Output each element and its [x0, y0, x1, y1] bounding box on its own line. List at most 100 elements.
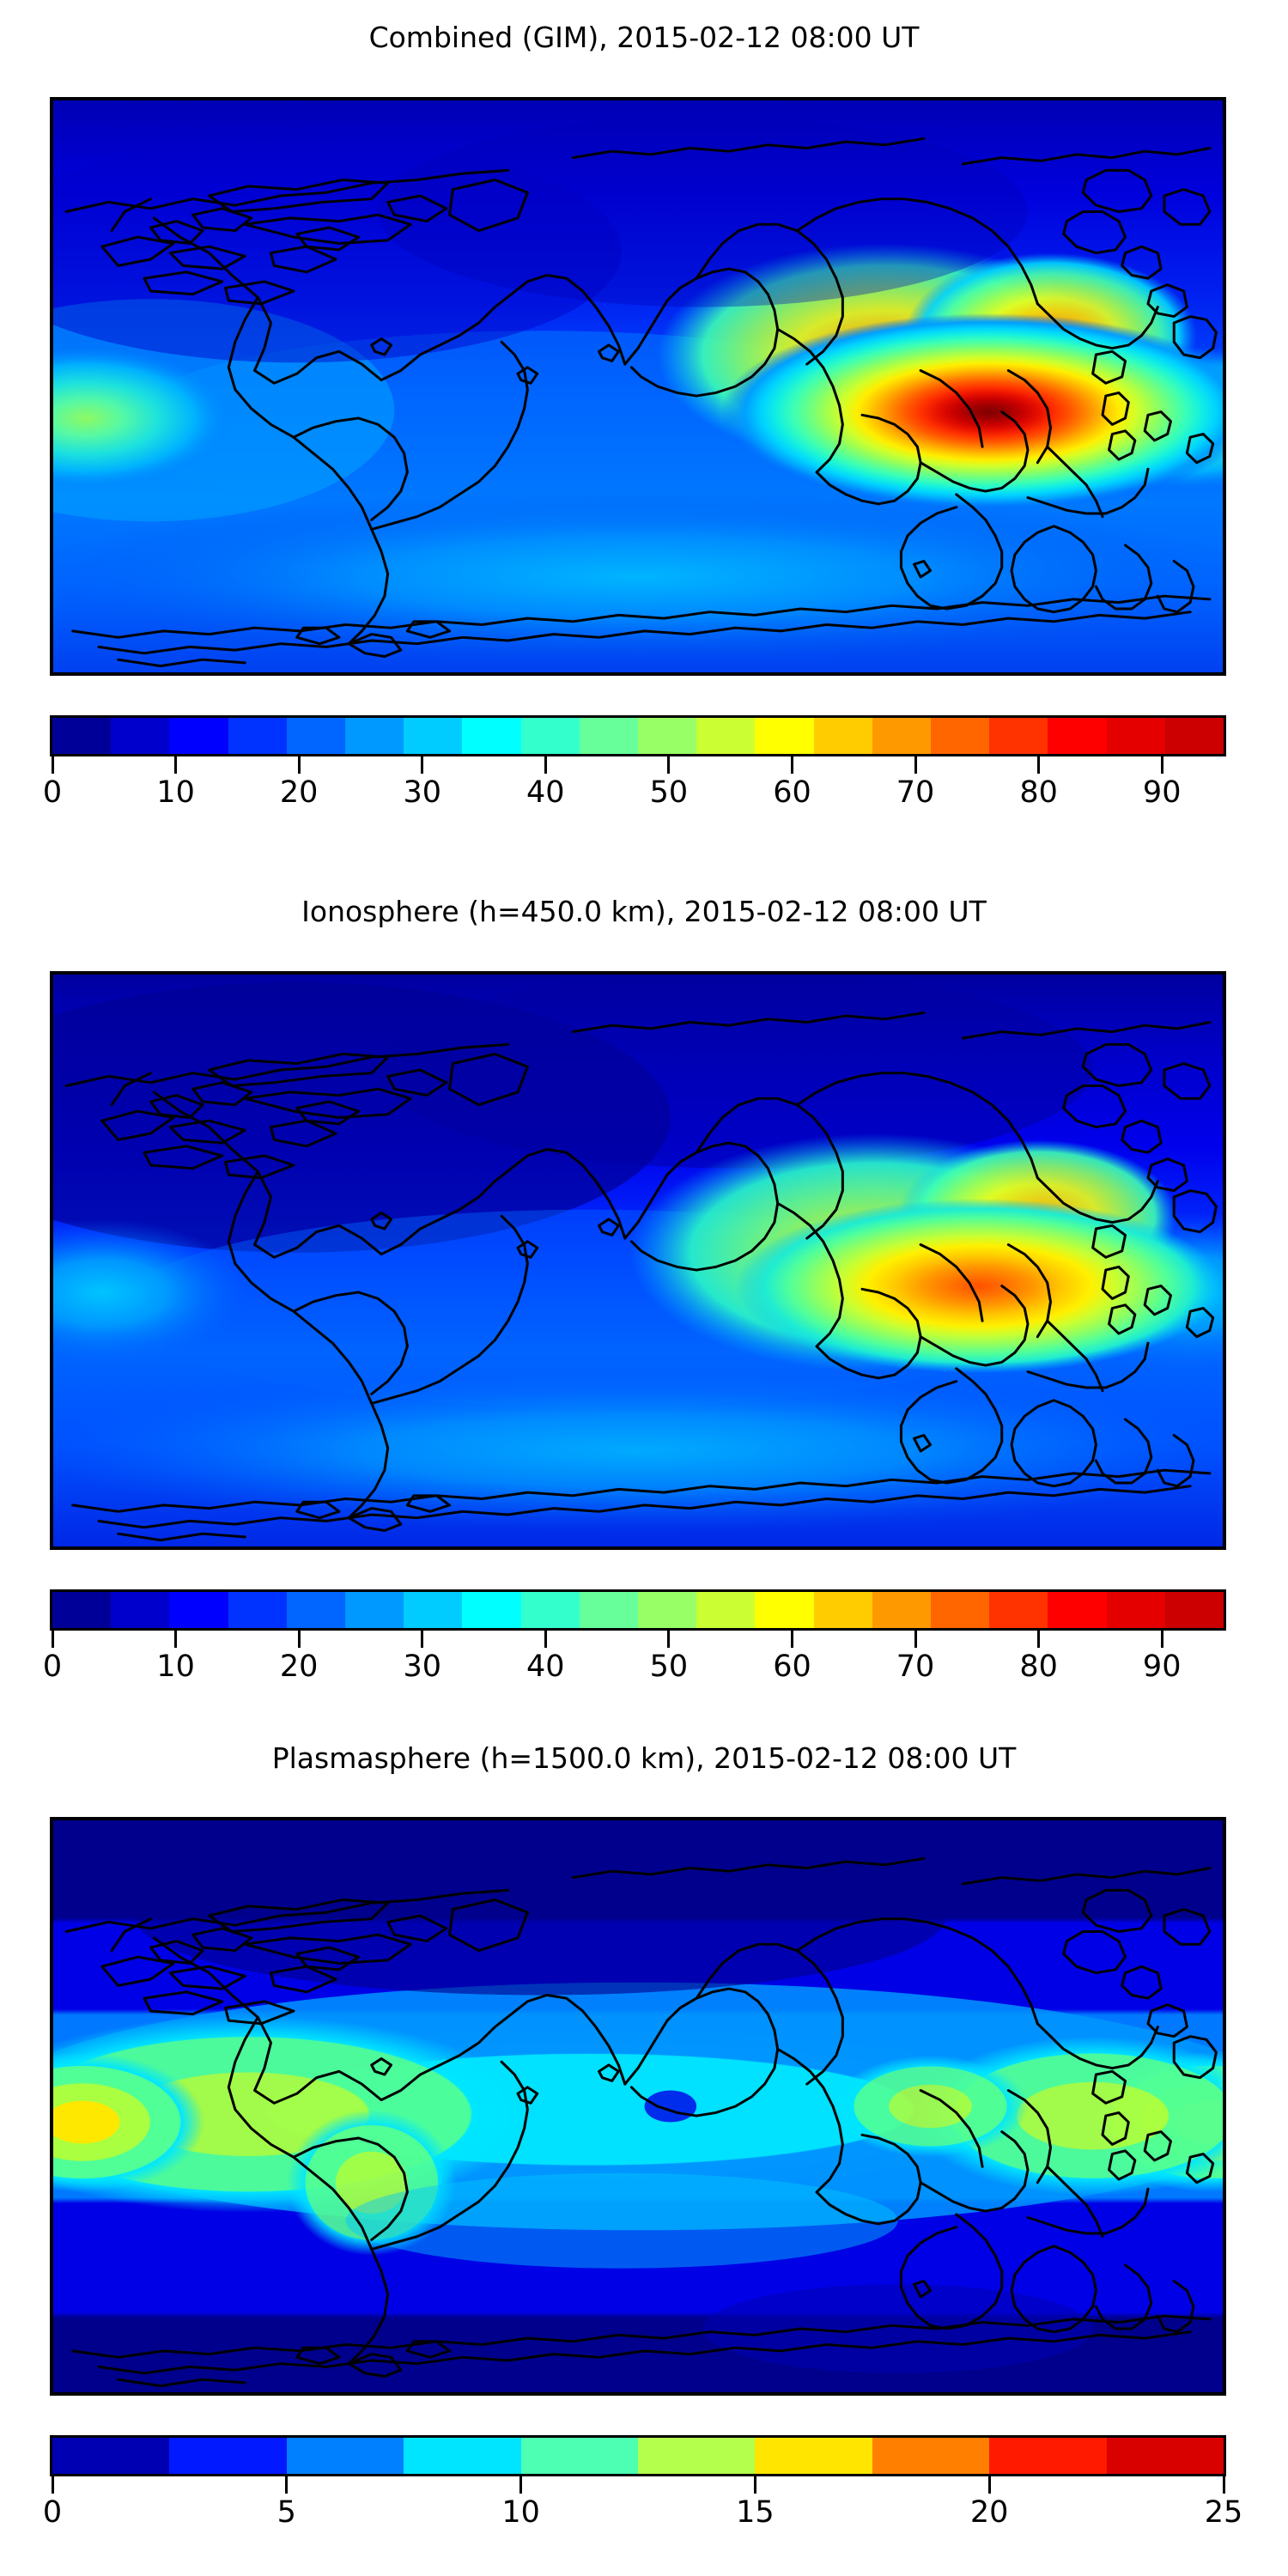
colorbar-tick-label: 90: [1142, 1649, 1182, 1684]
colorbar-tick: [667, 1631, 671, 1648]
colorbar-tick: [297, 756, 301, 774]
colorbar-tick-label: 30: [403, 1649, 442, 1684]
colorbar-tick-label: 20: [969, 2495, 1009, 2530]
colorbar-band: [111, 718, 170, 754]
colorbar-band: [755, 1592, 814, 1628]
colorbar-plasmasphere: 0 5 10 15 20 25: [43, 2435, 1242, 2535]
colorbar-tick: [1160, 1631, 1163, 1648]
colorbar-band: [579, 1592, 639, 1628]
map-canvas-combined: [53, 100, 1223, 672]
colorbar-gradient-combined: [50, 715, 1226, 756]
colorbar-band: [520, 718, 580, 754]
colorbar-band: [696, 1592, 756, 1628]
colorbar-tick: [790, 1631, 793, 1648]
colorbar-band: [1164, 718, 1224, 754]
colorbar-band: [989, 1592, 1048, 1628]
colorbar-band: [1048, 718, 1107, 754]
colorbar-tick-label: 25: [1204, 2495, 1243, 2530]
colorbar-tick-label: 30: [403, 775, 442, 810]
colorbar-tick-label: 20: [279, 1649, 319, 1684]
colorbar-band: [1164, 1592, 1224, 1628]
colorbar-tick: [667, 756, 671, 774]
colorbar-band: [931, 718, 990, 754]
colorbar-band: [169, 2438, 287, 2474]
colorbar-band: [52, 2438, 170, 2474]
panel-combined: Combined (GIM), 2015-02-12 08:00 UT: [0, 0, 1288, 841]
colorbar-band: [52, 718, 112, 754]
colorbar-labels-ionosphere: 0 10 20 30 40 50 60 70 80 90: [43, 1649, 1226, 1689]
colorbar-band: [872, 1592, 932, 1628]
colorbar-tick: [914, 756, 917, 774]
colorbar-ticks-plasmasphere: [50, 2476, 1226, 2495]
coastlines-plasmasphere: [64, 1856, 1218, 2388]
coastlines-ionosphere: [64, 1011, 1218, 1542]
colorbar-labels-combined: 0 10 20 30 40 50 60 70 80 90: [43, 775, 1226, 815]
colorbar-band: [696, 718, 756, 754]
colorbar-band: [638, 2438, 756, 2474]
colorbar-band: [286, 1592, 346, 1628]
colorbar-tick: [51, 1631, 54, 1648]
colorbar-tick: [1222, 2476, 1225, 2494]
colorbar-band: [872, 2438, 990, 2474]
colorbar-band: [872, 718, 932, 754]
colorbar-tick: [987, 2476, 991, 2494]
colorbar-tick-label: 50: [649, 775, 689, 810]
colorbar-tick: [174, 1631, 178, 1648]
colorbar-tick-label: 0: [42, 2495, 63, 2530]
map-canvas-plasmasphere: [53, 1820, 1223, 2392]
colorbar-tick-label: 80: [1019, 1649, 1058, 1684]
colorbar-tick: [519, 2476, 523, 2494]
colorbar-tick-label: 70: [896, 775, 935, 810]
colorbar-tick: [421, 756, 424, 774]
colorbar-combined: 0 10 20 30 40 50 60 70 80 90: [43, 715, 1226, 815]
colorbar-band: [52, 1592, 112, 1628]
map-plasmasphere: [50, 1817, 1226, 2396]
colorbar-tick-label: 60: [773, 1649, 811, 1684]
colorbar-tick: [790, 756, 793, 774]
colorbar-band: [813, 718, 872, 754]
colorbar-tick-label: 0: [42, 775, 63, 810]
colorbar-band: [286, 2438, 404, 2474]
colorbar-band: [638, 1592, 697, 1628]
colorbar-tick: [421, 1631, 424, 1648]
colorbar-gradient-ionosphere: [50, 1589, 1226, 1631]
colorbar-labels-plasmasphere: 0 5 10 15 20 25: [43, 2495, 1242, 2535]
colorbar-band: [404, 2438, 521, 2474]
colorbar-band: [755, 718, 814, 754]
colorbar-tick-label: 70: [896, 1649, 935, 1684]
colorbar-band: [638, 718, 697, 754]
colorbar-band: [462, 1592, 521, 1628]
colorbar-band: [404, 718, 463, 754]
colorbar-band: [579, 718, 639, 754]
panel-ionosphere: Ionosphere (h=450.0 km), 2015-02-12 08:0…: [0, 874, 1288, 1716]
colorbar-ticks-combined: [50, 756, 1226, 775]
colorbar-band: [345, 718, 404, 754]
colorbar-band: [1106, 718, 1165, 754]
colorbar-gradient-plasmasphere: [50, 2435, 1226, 2476]
colorbar-tick-label: 0: [42, 1649, 63, 1684]
colorbar-band: [1106, 2438, 1224, 2474]
panel-title-plasmasphere: Plasmasphere (h=1500.0 km), 2015-02-12 0…: [271, 1741, 1017, 1775]
panel-plasmasphere: Plasmasphere (h=1500.0 km), 2015-02-12 0…: [0, 1726, 1288, 2576]
colorbar-band: [404, 1592, 463, 1628]
colorbar-tick-label: 50: [649, 1649, 689, 1684]
panel-title-combined: Combined (GIM), 2015-02-12 08:00 UT: [368, 21, 920, 54]
colorbar-band: [813, 1592, 872, 1628]
colorbar-tick: [914, 1631, 917, 1648]
colorbar-tick: [285, 2476, 289, 2494]
colorbar-tick-label: 10: [156, 775, 195, 810]
colorbar-band: [111, 1592, 170, 1628]
colorbar-tick-label: 15: [736, 2495, 775, 2530]
colorbar-band: [228, 718, 287, 754]
colorbar-tick: [1037, 756, 1041, 774]
colorbar-band: [520, 2438, 639, 2474]
colorbar-band: [755, 2438, 872, 2474]
colorbar-tick-label: 80: [1019, 775, 1058, 810]
colorbar-tick: [174, 756, 178, 774]
coastlines-combined: [64, 137, 1218, 668]
colorbar-band: [345, 1592, 404, 1628]
colorbar-tick-label: 5: [276, 2495, 296, 2530]
colorbar-band: [989, 2438, 1107, 2474]
colorbar-tick: [544, 756, 547, 774]
